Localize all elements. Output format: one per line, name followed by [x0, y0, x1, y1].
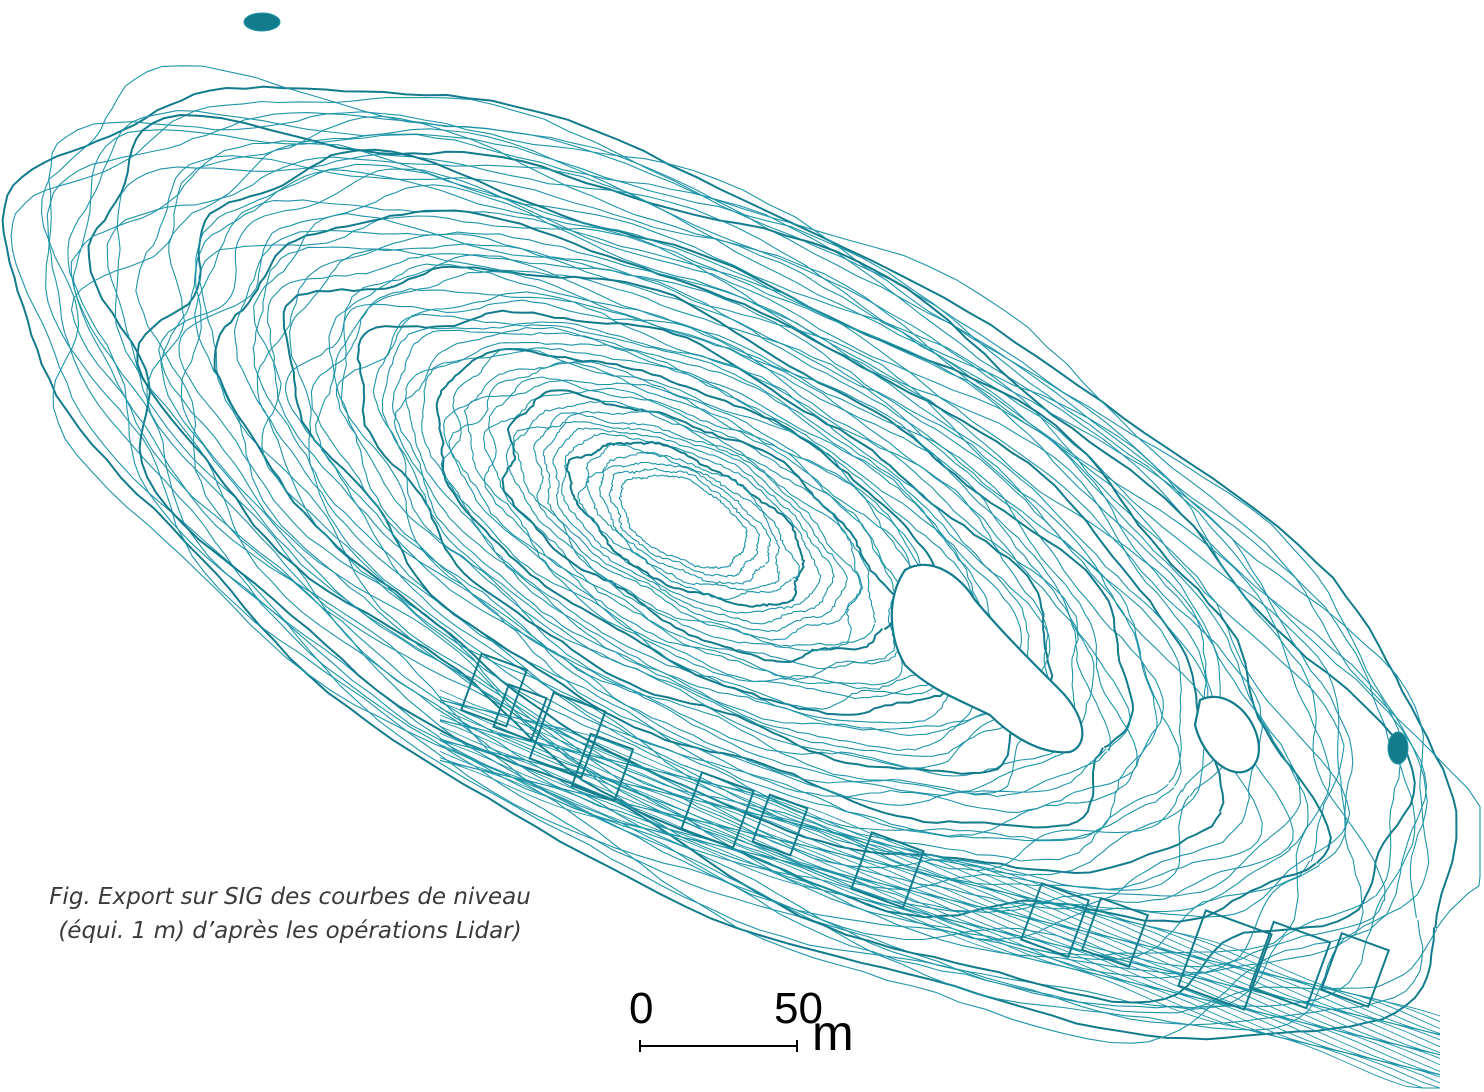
scale-bar-start-label: 0 — [629, 984, 654, 1033]
terrace-outline — [570, 732, 635, 803]
contour-line — [439, 759, 1440, 1089]
contour-line — [439, 701, 1441, 1035]
terrace-outline — [680, 771, 755, 849]
contour-line — [233, 229, 1211, 876]
contour-line — [552, 427, 835, 625]
contour-line — [483, 387, 896, 670]
contour-line — [393, 326, 1010, 736]
contour-line — [542, 421, 848, 632]
contour-line — [335, 291, 1071, 777]
contour-line — [40, 65, 1481, 1044]
contour-line — [442, 361, 946, 700]
contour-line — [618, 474, 748, 570]
rock-outcrop — [890, 563, 1084, 754]
contour-line — [505, 400, 876, 653]
contour-line — [439, 757, 1441, 1084]
contour-lines — [1, 65, 1481, 1089]
contour-line — [608, 467, 760, 578]
figure-caption: Fig. Export sur SIG des courbes de nivea… — [20, 880, 560, 948]
contour-line — [340, 299, 1079, 795]
contour-line — [439, 740, 1441, 1072]
contour-line — [439, 719, 1441, 1048]
contour-line — [448, 361, 945, 690]
contour-line — [315, 263, 1131, 806]
caption-line-1: Fig. Export sur SIG des courbes de nivea… — [49, 884, 531, 910]
contour-line — [513, 410, 864, 647]
terrace-outline — [1019, 881, 1091, 959]
contour-line — [158, 168, 1294, 903]
contour-line — [106, 156, 1331, 956]
contour-line — [404, 341, 992, 731]
scale-bar-unit-label: m — [812, 1005, 854, 1061]
contour-line — [333, 288, 1095, 797]
contour-line — [180, 169, 1301, 913]
contour-line — [577, 442, 800, 600]
contour-line — [72, 129, 1403, 1010]
contour-line — [381, 324, 1030, 757]
contour-line — [585, 451, 781, 591]
contour-line — [256, 233, 1182, 841]
contour-line — [114, 153, 1347, 975]
contour-line — [46, 112, 1416, 1009]
contour-line — [135, 155, 1345, 961]
contour-line — [501, 389, 902, 663]
terrace-outline — [1319, 931, 1391, 1009]
contour-line — [435, 348, 979, 716]
contour-line — [87, 114, 1416, 1004]
contour-line — [440, 348, 978, 710]
terrace-outline — [492, 683, 548, 742]
terrace-outline — [1080, 896, 1150, 969]
terrace-outline — [528, 691, 607, 779]
contour-line — [372, 313, 1051, 770]
contour-line — [533, 412, 863, 641]
caption-line-2: (équi. 1 m) d’après les opérations Lidar… — [58, 918, 522, 944]
contour-line — [439, 750, 1441, 1078]
contour-line — [421, 347, 982, 724]
terrace-outline — [850, 831, 925, 909]
terrace-outline — [751, 793, 809, 857]
contour-line — [285, 254, 1138, 814]
contour-line — [252, 243, 1182, 862]
rock-outcrop — [1193, 695, 1260, 774]
knoll — [243, 12, 281, 32]
contour-line — [439, 738, 1441, 1066]
scale-bar-end-label: 50 — [774, 984, 823, 1033]
contour-line — [561, 432, 822, 614]
scale-bar — [639, 1040, 798, 1052]
contour-line — [439, 696, 1441, 1023]
contour-line — [310, 271, 1111, 798]
contour-line — [439, 699, 1441, 1036]
contour-line — [70, 115, 1386, 968]
knoll — [1387, 731, 1409, 765]
contour-line — [289, 248, 1164, 837]
contour-line — [213, 209, 1225, 874]
terrace-outline — [1248, 920, 1332, 1010]
contour-line — [439, 732, 1441, 1059]
terrace-outline — [1177, 909, 1273, 1011]
contour-line — [146, 142, 1351, 941]
terrain-features — [243, 12, 1409, 1011]
contour-line — [439, 725, 1441, 1056]
contour-line — [598, 461, 772, 585]
contour-line — [391, 329, 1022, 752]
terrace-outline — [459, 652, 529, 728]
contour-line — [70, 128, 1364, 979]
contour-line — [463, 379, 922, 686]
contour-line — [483, 376, 926, 680]
